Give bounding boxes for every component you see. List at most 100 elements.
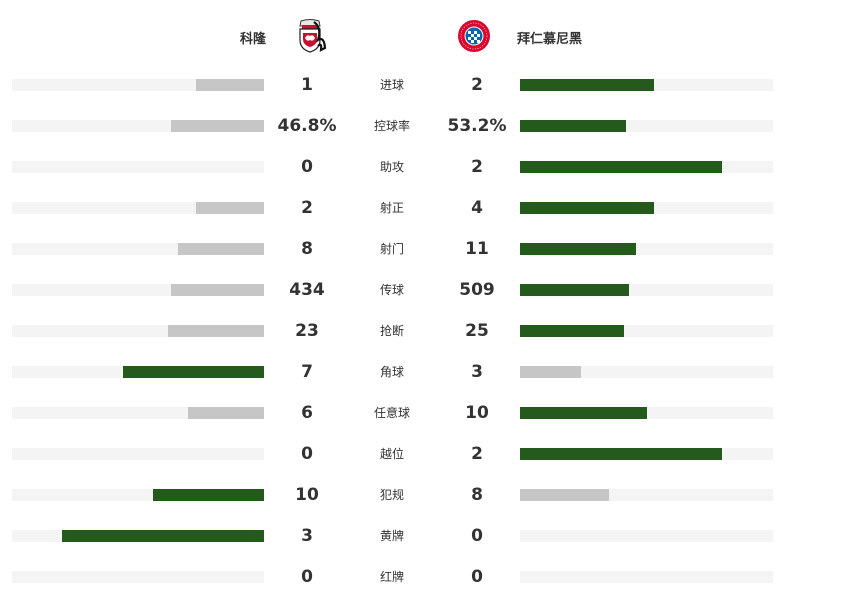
home-stat-value: 2 [301, 198, 313, 218]
match-header: 科隆 拜仁慕尼黑 [0, 14, 866, 60]
away-stat-track [520, 571, 773, 583]
home-stat-track [12, 366, 264, 378]
away-stat-track [520, 448, 773, 460]
home-stat-bar [178, 243, 264, 255]
stat-label: 红牌 [379, 570, 404, 584]
away-stat-value: 11 [465, 239, 489, 259]
stat-label: 进球 [379, 78, 404, 92]
stats-table: 1 进球 2 46.8% 控球率 53.2% 0 助攻 2 2 射正 4 8 射门 11 434 传球 509 23… [0, 64, 866, 597]
stat-row: 6 任意球 10 [0, 392, 866, 433]
stat-row: 0 助攻 2 [0, 146, 866, 187]
home-stat-track [12, 79, 264, 91]
stat-row: 434 传球 509 [0, 269, 866, 310]
home-stat-bar [171, 120, 264, 132]
away-stat-track [520, 202, 773, 214]
home-stat-track [12, 530, 264, 542]
home-stat-bar [188, 407, 264, 419]
away-stat-track [520, 79, 773, 91]
stat-row: 7 角球 3 [0, 351, 866, 392]
home-stat-value: 0 [301, 567, 313, 587]
away-stat-track [520, 284, 773, 296]
stat-label: 射正 [379, 201, 404, 215]
home-stat-track [12, 325, 264, 337]
stat-label: 犯规 [379, 488, 404, 502]
stat-row: 46.8% 控球率 53.2% [0, 105, 866, 146]
stat-label: 角球 [379, 365, 404, 379]
away-stat-bar [520, 161, 722, 173]
stat-row: 8 射门 11 [0, 228, 866, 269]
stat-row: 23 抢断 25 [0, 310, 866, 351]
fc-bayern-crest-icon[interactable] [456, 18, 492, 54]
away-team-name[interactable]: 拜仁慕尼黑 [517, 32, 583, 47]
away-stat-bar [520, 489, 609, 501]
away-stat-track [520, 120, 773, 132]
home-stat-value: 46.8% [277, 116, 337, 136]
home-stat-bar [168, 325, 264, 337]
home-stat-value: 23 [295, 321, 319, 341]
away-stat-bar [520, 366, 581, 378]
home-stat-value: 0 [301, 444, 313, 464]
away-stat-value: 2 [471, 75, 483, 95]
stat-label: 传球 [379, 283, 404, 297]
home-stat-track [12, 202, 264, 214]
away-stat-value: 53.2% [447, 116, 507, 136]
away-stat-value: 2 [471, 157, 483, 177]
home-stat-bar [196, 202, 264, 214]
away-stat-bar [520, 202, 654, 214]
away-stat-track [520, 161, 773, 173]
home-stat-bar [62, 530, 264, 542]
stat-label: 助攻 [379, 160, 404, 174]
home-stat-track [12, 284, 264, 296]
home-stat-track [12, 243, 264, 255]
stat-label: 越位 [379, 447, 404, 461]
stat-row: 0 红牌 0 [0, 556, 866, 597]
stat-row: 1 进球 2 [0, 64, 866, 105]
away-stat-track [520, 325, 773, 337]
stat-row: 3 黄牌 0 [0, 515, 866, 556]
away-stat-track [520, 243, 773, 255]
home-stat-track [12, 120, 264, 132]
away-stat-bar [520, 448, 722, 460]
away-stat-value: 0 [471, 567, 483, 587]
home-stat-value: 1 [301, 75, 313, 95]
away-stat-value: 2 [471, 444, 483, 464]
away-stat-value: 4 [471, 198, 483, 218]
away-stat-value: 0 [471, 526, 483, 546]
fc-koln-crest-icon[interactable] [292, 18, 328, 54]
away-stat-bar [520, 407, 647, 419]
stat-label: 黄牌 [379, 529, 404, 543]
away-stat-value: 3 [471, 362, 483, 382]
home-stat-value: 7 [301, 362, 313, 382]
home-stat-value: 3 [301, 526, 313, 546]
away-stat-bar [520, 243, 636, 255]
stat-label: 任意球 [373, 406, 410, 420]
home-stat-bar [123, 366, 264, 378]
away-stat-value: 10 [465, 403, 489, 423]
stat-label: 抢断 [379, 324, 404, 338]
home-stat-value: 10 [295, 485, 319, 505]
home-stat-track [12, 407, 264, 419]
away-stat-track [520, 530, 773, 542]
stat-row: 10 犯规 8 [0, 474, 866, 515]
home-stat-value: 8 [301, 239, 313, 259]
away-stat-bar [520, 284, 629, 296]
home-stat-value: 434 [289, 280, 325, 300]
home-team-name[interactable]: 科隆 [239, 32, 266, 47]
away-stat-value: 8 [471, 485, 483, 505]
away-stat-bar [520, 79, 654, 91]
stat-label: 控球率 [373, 119, 410, 133]
home-stat-bar [171, 284, 264, 296]
away-stat-value: 509 [459, 280, 495, 300]
away-stat-track [520, 407, 773, 419]
away-stat-track [520, 489, 773, 501]
away-stat-bar [520, 120, 626, 132]
home-stat-track [12, 161, 264, 173]
home-stat-track [12, 448, 264, 460]
home-stat-track [12, 571, 264, 583]
stat-row: 2 射正 4 [0, 187, 866, 228]
away-stat-bar [520, 325, 624, 337]
home-stat-value: 6 [301, 403, 313, 423]
home-stat-value: 0 [301, 157, 313, 177]
stat-row: 0 越位 2 [0, 433, 866, 474]
home-stat-bar [153, 489, 264, 501]
